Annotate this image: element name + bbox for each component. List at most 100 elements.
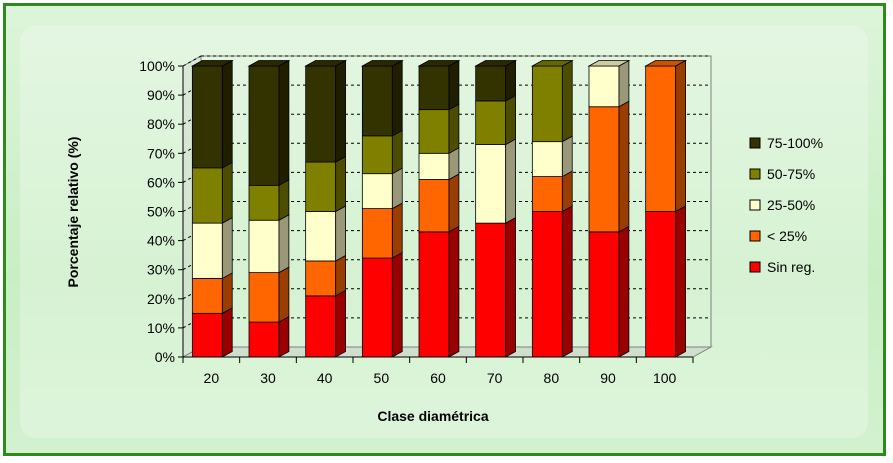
bar-segment: [191, 167, 223, 224]
bar-segment-side: [505, 216, 516, 358]
bar-segment-side: [675, 59, 686, 213]
bar-segment: [361, 257, 393, 358]
bar-segment-side: [391, 167, 403, 210]
bar-segment: [305, 260, 337, 297]
bar-segment-side: [561, 135, 573, 178]
bar-segment: [418, 109, 450, 154]
bar-segment-side: [561, 170, 573, 213]
x-tick-labels: 20 30 40 50 60 70 80 90 100: [204, 370, 677, 386]
x-tick-label: 90: [600, 370, 616, 386]
bar-segment: [305, 295, 337, 358]
y-tick-label: 20%: [147, 291, 175, 307]
bar-segment-top: [530, 60, 574, 67]
bar-segment-side: [221, 161, 233, 224]
legend-swatch: [749, 261, 761, 273]
bar-segment-side: [448, 59, 460, 111]
bar-segment-side: [505, 94, 516, 146]
bar-segment: [531, 176, 563, 212]
bar-segment-side: [675, 205, 686, 358]
bar-segment-side: [335, 59, 346, 163]
legend-label: 50-75%: [767, 166, 815, 182]
bar-segment: [361, 65, 393, 137]
bar-segment: [191, 65, 223, 169]
bar-segment: [588, 65, 620, 108]
bar-segment-top: [587, 60, 631, 67]
x-tick-label: 60: [430, 370, 446, 386]
bar-segment: [418, 231, 450, 358]
bar-segment-side: [505, 59, 516, 102]
bar-segment-side: [335, 289, 346, 358]
legend-label: 25-50%: [767, 197, 815, 213]
y-tick-label: 80%: [147, 116, 175, 132]
y-tick-label: 10%: [147, 320, 175, 336]
bar-segment: [361, 173, 393, 209]
x-tick-label: 50: [374, 370, 390, 386]
y-tick-label: 40%: [147, 233, 175, 249]
y-tick-label: 50%: [147, 204, 175, 220]
y-tick-label: 60%: [147, 174, 175, 190]
bar-segment: [588, 231, 620, 358]
bar-segment: [475, 100, 507, 145]
bar-segment: [475, 222, 507, 358]
y-tick-labels: 0% 10% 20% 30% 40% 50% 60% 70% 80% 90% 100%: [139, 58, 175, 365]
bar-segment: [361, 135, 393, 175]
bar-segment-side: [278, 59, 290, 186]
legend-swatch: [749, 137, 761, 149]
bar-segment: [191, 278, 223, 314]
bar-segment-side: [221, 307, 233, 358]
legend-label: < 25%: [767, 228, 807, 244]
bar-segment: [475, 144, 507, 224]
axes: [178, 65, 694, 363]
bar-segment-side: [278, 315, 290, 358]
legend-label: Sin reg.: [767, 259, 815, 275]
bar-segment-side: [335, 254, 346, 297]
x-tick-label: 80: [544, 370, 560, 386]
bar-segment-side: [448, 173, 460, 233]
bar-segment-top: [417, 60, 461, 67]
bar-segment-side: [335, 155, 346, 213]
bar-segment-side: [278, 179, 290, 221]
bar-segment: [248, 219, 280, 274]
x-tick-label: 100: [653, 370, 677, 386]
bar-segment: [418, 179, 450, 233]
y-axis-title: Porcentaje relativo (%): [65, 137, 81, 288]
bar-segment: [588, 106, 620, 233]
bar-segment-top: [247, 60, 291, 67]
bar-segment-side: [448, 103, 460, 154]
bar-segment-side: [618, 100, 630, 233]
bar-segment-side: [391, 59, 403, 137]
bar-segment: [305, 65, 337, 163]
legend: 75-100% 50-75% 25-50% < 25% Sin reg.: [749, 135, 823, 275]
y-tick-label: 30%: [147, 262, 175, 278]
x-tick-label: 30: [260, 370, 276, 386]
bar-segment: [191, 312, 223, 358]
bar-segment-side: [448, 225, 460, 358]
bar-segment-top: [474, 60, 518, 67]
bar-segment: [305, 161, 337, 212]
bar-segment-side: [391, 202, 403, 259]
bar-segment: [475, 65, 507, 102]
bar-segment-side: [221, 59, 233, 169]
bar-segment: [305, 211, 337, 262]
x-tick-label: 40: [317, 370, 333, 386]
bar-segment: [191, 222, 223, 279]
bar-segment: [531, 211, 563, 358]
bar-segment-top: [304, 60, 348, 67]
bar-segment-side: [391, 251, 403, 358]
bar-segment-side: [618, 59, 630, 108]
bar-segment: [645, 211, 677, 358]
y-tick-label: 70%: [147, 145, 175, 161]
y-tick-label: 90%: [147, 87, 175, 103]
bar-segment-side: [221, 216, 233, 280]
bar-segment: [531, 65, 563, 143]
bar-segment: [645, 65, 677, 212]
bar-segment-side: [335, 205, 346, 262]
x-tick-label: 20: [204, 370, 220, 386]
bar-segment: [248, 65, 280, 186]
x-tick-label: 70: [487, 370, 503, 386]
bar-segment-side: [391, 129, 403, 175]
x-axis-title: Clase diamétrica: [377, 408, 488, 424]
bar-segment-side: [278, 266, 290, 323]
bar-segment: [531, 141, 563, 177]
bar-segment-side: [505, 138, 516, 224]
